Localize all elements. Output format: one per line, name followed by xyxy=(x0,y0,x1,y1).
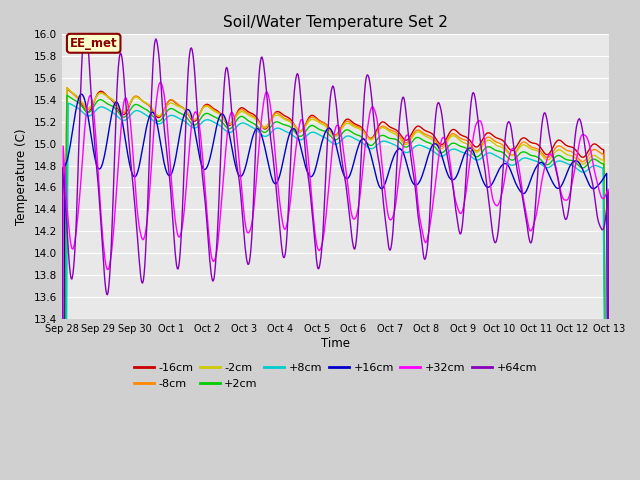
+64cm xyxy=(313,257,321,263)
+2cm xyxy=(292,130,300,136)
-16cm xyxy=(313,115,321,121)
+16cm xyxy=(77,91,85,97)
+2cm xyxy=(313,125,321,131)
-2cm xyxy=(451,133,459,139)
-16cm xyxy=(63,86,70,92)
-16cm xyxy=(465,136,472,142)
+16cm xyxy=(292,128,300,134)
+2cm xyxy=(63,93,70,98)
+32cm xyxy=(60,155,68,161)
+16cm xyxy=(60,367,68,372)
+64cm xyxy=(135,255,143,261)
Line: -2cm: -2cm xyxy=(61,88,609,480)
+8cm xyxy=(313,131,321,136)
+64cm xyxy=(465,138,472,144)
Line: -16cm: -16cm xyxy=(61,89,609,480)
-2cm xyxy=(63,85,70,91)
+8cm xyxy=(292,135,300,141)
Legend: -16cm, -8cm, -2cm, +2cm, +8cm, +16cm, +32cm, +64cm: -16cm, -8cm, -2cm, +2cm, +8cm, +16cm, +3… xyxy=(129,359,541,393)
+32cm xyxy=(313,240,321,246)
-8cm xyxy=(451,132,459,137)
Line: +32cm: +32cm xyxy=(61,83,609,480)
-16cm xyxy=(292,125,300,131)
+64cm xyxy=(451,200,459,206)
+8cm xyxy=(465,152,472,157)
+32cm xyxy=(451,195,459,201)
+64cm xyxy=(81,22,89,28)
+16cm xyxy=(451,176,459,181)
Line: -8cm: -8cm xyxy=(61,88,609,480)
Text: EE_met: EE_met xyxy=(70,37,118,50)
Y-axis label: Temperature (C): Temperature (C) xyxy=(15,128,28,225)
+2cm xyxy=(135,103,143,108)
X-axis label: Time: Time xyxy=(321,336,350,350)
+8cm xyxy=(65,100,72,106)
-2cm xyxy=(313,118,321,124)
-2cm xyxy=(135,96,143,101)
Line: +16cm: +16cm xyxy=(61,94,609,480)
+2cm xyxy=(451,141,459,146)
Line: +64cm: +64cm xyxy=(61,25,609,480)
-8cm xyxy=(292,124,300,130)
+32cm xyxy=(465,172,472,178)
Line: +2cm: +2cm xyxy=(61,96,609,480)
+8cm xyxy=(135,108,143,114)
Line: +8cm: +8cm xyxy=(61,103,609,480)
+32cm xyxy=(292,146,300,152)
+16cm xyxy=(135,164,143,170)
+16cm xyxy=(465,146,472,152)
-2cm xyxy=(465,142,472,148)
-8cm xyxy=(63,85,70,91)
+2cm xyxy=(465,146,472,152)
-8cm xyxy=(465,139,472,144)
+32cm xyxy=(134,216,142,222)
+32cm xyxy=(157,80,164,85)
-8cm xyxy=(313,116,321,122)
+16cm xyxy=(313,162,321,168)
-2cm xyxy=(292,125,300,131)
+64cm xyxy=(60,183,68,189)
+64cm xyxy=(292,76,300,82)
Title: Soil/Water Temperature Set 2: Soil/Water Temperature Set 2 xyxy=(223,15,448,30)
-8cm xyxy=(135,95,143,101)
-16cm xyxy=(135,95,143,101)
-16cm xyxy=(451,127,459,133)
+8cm xyxy=(451,146,459,152)
